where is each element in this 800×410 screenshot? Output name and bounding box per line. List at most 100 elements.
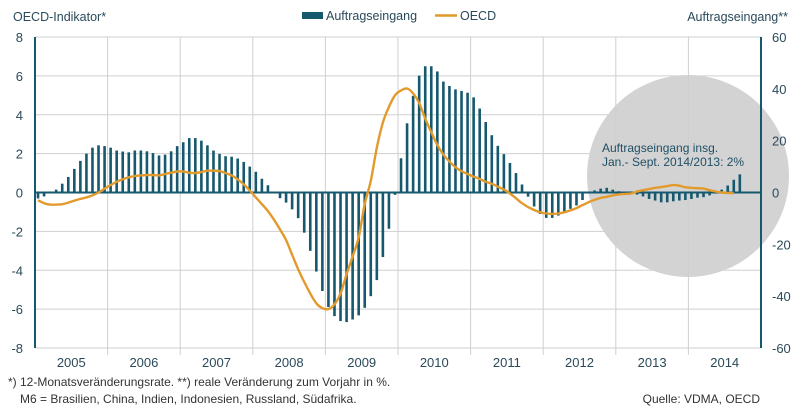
bar (684, 192, 687, 201)
bar (42, 192, 46, 197)
legend-swatch-bars (302, 12, 323, 19)
x-tick-label: 2013 (638, 355, 667, 370)
left-tick-label: -2 (11, 224, 23, 239)
bar (345, 192, 348, 323)
bar (496, 145, 500, 193)
left-tick-label: 2 (16, 147, 23, 162)
bar (181, 142, 185, 193)
left-tick-labels: 8 6 4 2 0 -2 -4 -6 -8 (11, 30, 23, 356)
bar (653, 192, 657, 201)
bar (490, 135, 494, 193)
left-tick-label: 8 (16, 30, 23, 45)
bar (151, 153, 155, 193)
bar (254, 171, 258, 193)
bar (448, 85, 451, 193)
bar (678, 192, 681, 201)
right-tick-label: 40 (772, 82, 786, 97)
bar (339, 192, 342, 322)
bar (635, 192, 639, 195)
bar (187, 138, 191, 193)
left-axis-title: OECD-Indikator* (13, 10, 106, 24)
bar (302, 192, 306, 233)
x-tick-labels: 2005 2006 2007 2008 2009 2010 2011 2012 2013 2014 (57, 355, 739, 370)
bar (121, 151, 125, 193)
left-tick-label: -8 (11, 341, 23, 356)
x-tick-label: 2006 (129, 355, 158, 370)
bar (381, 192, 385, 258)
bar (544, 192, 548, 218)
bar (399, 158, 403, 193)
bar (375, 192, 379, 281)
x-tick-label: 2009 (347, 355, 376, 370)
left-tick-label: 0 (16, 186, 23, 201)
right-axis-title: Auftragseingang** (687, 10, 788, 24)
bar (157, 155, 161, 193)
bar (127, 152, 131, 193)
bar (115, 150, 118, 193)
bar (563, 192, 566, 213)
bar (357, 192, 360, 316)
bar (460, 90, 463, 193)
legend: Auftragseingang OECD (302, 9, 496, 23)
bar (308, 192, 312, 251)
x-tick-label: 2008 (275, 355, 304, 370)
bar (321, 192, 324, 291)
source-note: Quelle: VDMA, OECD (643, 392, 761, 406)
left-tick-label: 4 (16, 108, 23, 123)
bar (581, 192, 584, 201)
bar (315, 192, 318, 272)
bar (605, 187, 609, 193)
bars-auftragseingang (36, 66, 742, 323)
bar (702, 192, 705, 198)
bar (514, 173, 518, 193)
bar (242, 161, 246, 193)
bar (726, 185, 730, 193)
x-tick-label: 2010 (420, 355, 449, 370)
right-tick-labels: 60 40 20 0 -20 -40 -60 (772, 30, 791, 356)
bar (85, 153, 88, 193)
bar (417, 75, 421, 193)
right-tick-label: 20 (772, 134, 786, 149)
right-tick-label: -40 (772, 289, 791, 304)
right-tick-label: -20 (772, 237, 791, 252)
bar (194, 138, 197, 193)
bar (411, 95, 415, 193)
bar (696, 192, 699, 198)
left-tick-label: -4 (11, 263, 23, 278)
bar (260, 178, 264, 193)
annotation-line2: Jan.- Sept. 2014/2013: 2% (602, 155, 744, 169)
bar (60, 183, 64, 193)
bar (484, 122, 488, 193)
bar (442, 81, 445, 193)
bar (91, 147, 94, 193)
left-tick-label: -6 (11, 302, 23, 317)
bar (36, 192, 40, 199)
right-tick-label: 0 (772, 186, 779, 201)
bar (665, 192, 669, 203)
bar (569, 192, 572, 209)
bar (405, 123, 409, 193)
footnote-1: *) 12-Monatsveränderungsrate. **) reale … (8, 375, 390, 389)
year-gridlines (107, 37, 689, 355)
bar (538, 192, 542, 215)
bar (599, 188, 602, 193)
bar (327, 192, 330, 308)
bar (109, 147, 112, 193)
bar (520, 184, 524, 193)
x-tick-label: 2014 (710, 355, 739, 370)
bar (296, 192, 300, 219)
bar (369, 192, 373, 297)
x-tick-label: 2007 (202, 355, 231, 370)
bar (690, 192, 693, 199)
legend-label-bars: Auftragseingang (326, 9, 417, 23)
bar (532, 192, 536, 207)
bar (266, 185, 270, 193)
bar (145, 151, 149, 193)
bar (423, 66, 427, 193)
annotation-line1: Auftragseingang insg. (602, 141, 718, 155)
bar (218, 153, 221, 193)
bar (472, 97, 475, 193)
bar (508, 162, 512, 193)
bar (720, 189, 723, 193)
